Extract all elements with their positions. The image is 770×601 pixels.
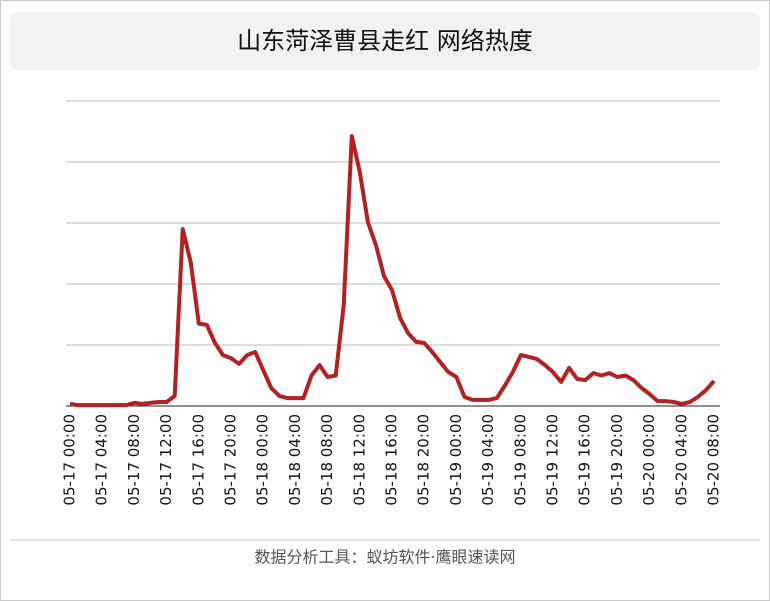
- x-tick-label: 05-17 08:00: [125, 414, 143, 506]
- chart-title: 山东菏泽曹县走红 网络热度: [237, 27, 533, 55]
- x-tick-label: 05-20 00:00: [640, 414, 658, 506]
- x-tick-label: 05-19 12:00: [544, 414, 562, 506]
- x-tick-label: 05-18 00:00: [254, 414, 272, 506]
- x-tick-label: 05-19 20:00: [608, 414, 626, 506]
- x-tick-label: 05-18 16:00: [383, 414, 401, 506]
- x-tick-label: 05-18 12:00: [350, 414, 368, 506]
- x-tick-label: 05-20 08:00: [705, 414, 723, 506]
- x-tick-label: 05-17 00:00: [61, 414, 79, 506]
- x-tick-label: 05-18 08:00: [318, 414, 336, 506]
- x-tick-label: 05-17 20:00: [222, 414, 240, 506]
- title-box: [10, 12, 760, 70]
- x-tick-label: 05-18 20:00: [415, 414, 433, 506]
- line: [69, 134, 716, 408]
- x-tick-label: 05-20 04:00: [672, 414, 690, 506]
- x-tick-label: 05-18 04:00: [286, 414, 304, 506]
- x-tick-label: 05-17 16:00: [189, 414, 207, 506]
- x-tick-label: 05-17 12:00: [157, 414, 175, 506]
- x-tick-label: 05-19 00:00: [447, 414, 465, 506]
- x-tick-label: 05-17 04:00: [93, 414, 111, 506]
- footer: 数据分析工具：蚁坊软件·鹰眼速读网: [254, 548, 515, 567]
- x-tick-label: 05-19 16:00: [576, 414, 594, 506]
- x-tick-label: 05-19 08:00: [511, 414, 529, 506]
- x-tick-label: 05-19 04:00: [479, 414, 497, 506]
